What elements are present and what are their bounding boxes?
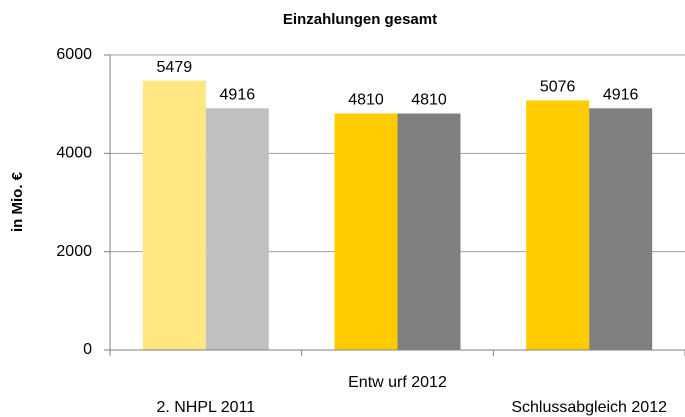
data-label: 4810 <box>411 92 447 109</box>
chart-title: Einzahlungen gesamt <box>283 11 437 28</box>
data-label: 4916 <box>220 87 256 104</box>
y-tick-label: 6000 <box>56 46 92 63</box>
y-tick-label: 4000 <box>56 145 92 162</box>
data-label: 4810 <box>348 92 384 109</box>
data-label: 4916 <box>603 87 639 104</box>
y-tick-label: 0 <box>83 341 92 358</box>
data-label: 5479 <box>157 59 193 76</box>
x-tick-label: Entw urf 2012 <box>348 374 447 391</box>
y-axis-label: in Mio. € <box>9 171 26 232</box>
bar <box>526 100 590 351</box>
y-tick-label: 2000 <box>56 243 92 260</box>
bar <box>205 108 269 351</box>
bar <box>589 108 653 351</box>
bar <box>397 113 461 350</box>
bar <box>142 80 206 350</box>
x-tick-label: 2. NHPL 2011 <box>156 399 255 416</box>
bar <box>334 113 398 350</box>
x-tick-label: Schlussabgleich 2012 <box>511 399 667 416</box>
data-label: 5076 <box>540 79 576 96</box>
